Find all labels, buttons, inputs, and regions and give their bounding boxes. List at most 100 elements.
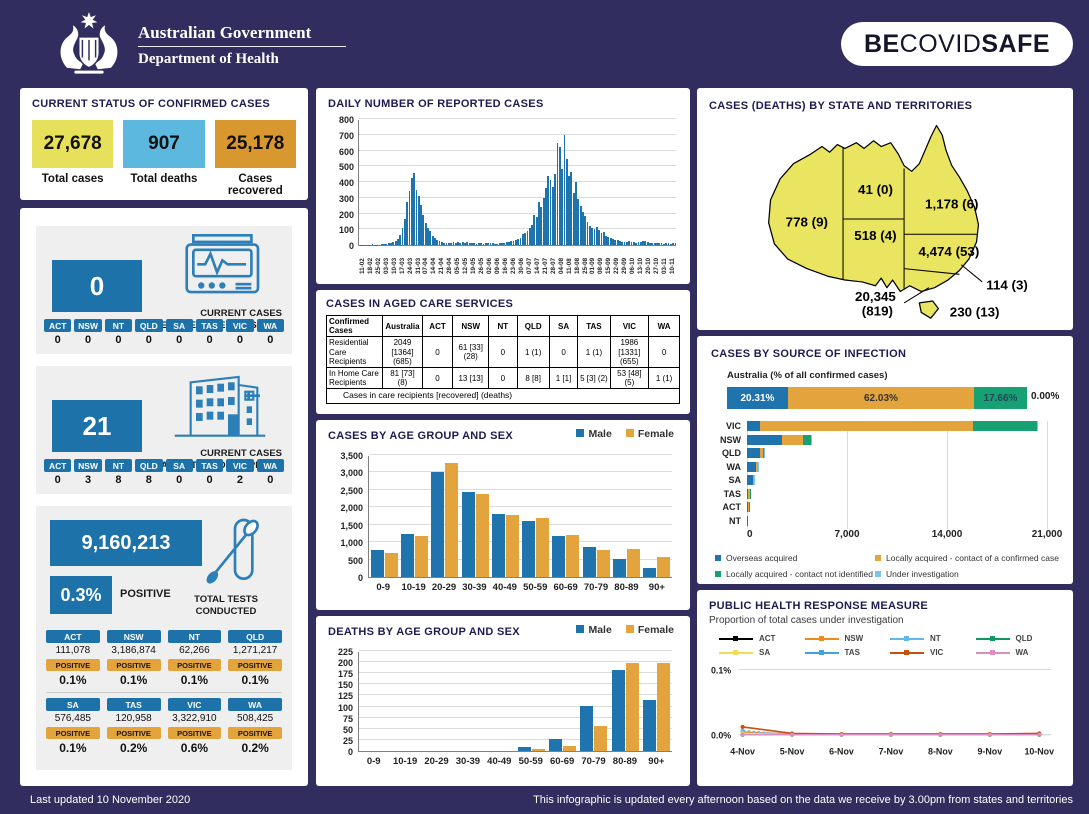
daily-bar [621,241,624,245]
grouped-ytick: 225 [337,647,353,657]
grouped-ytick: 75 [342,713,353,724]
daily-xtick: 03-11 [661,248,669,274]
xlabel-10-19: 10-19 [401,582,426,593]
group-80-89 [611,548,641,577]
icu-state-value-qld: 0 [145,334,152,346]
daily-bar [672,243,674,245]
tests-count-vic: 3,322,910 [172,713,217,724]
tests-label-line2: CONDUCTED [195,605,257,617]
daily-plot [358,118,677,246]
xlabel-30-39: 30-39 [462,582,487,593]
daily-xtick: 23-06 [510,248,518,274]
grouped-ytick: 100 [337,702,353,713]
tests-total: 9,160,213 [50,520,202,566]
daily-bar [482,243,485,245]
gridline [359,650,672,651]
response-legend-line-tas [804,649,839,655]
aged-care-cell-1-7: 53 [48] (5) [609,366,650,390]
daily-xtick: 20-10 [645,248,653,274]
aged-care-footnote: Cases in care recipients [recovered] (de… [326,388,680,405]
source-row-qld [747,448,1047,458]
deaths-by-age-title: DEATHS BY AGE GROUP AND SEX [328,626,520,638]
hospital-state-value-nsw: 3 [85,474,92,486]
daily-xtick-label: 08-09 [597,257,605,274]
daily-bar [623,241,626,245]
source-xtick-1: 7,000 [834,529,860,540]
bar-female-90+ [656,662,670,751]
daily-bar [669,243,672,245]
hospital-icon [174,375,266,437]
source-xtick-2: 14,000 [931,529,963,540]
hospital-state-value-wa: 0 [267,474,274,486]
grouped-ytick: 3,000 [340,468,363,479]
daily-xtick: 30-06 [518,248,526,274]
daily-bar [642,240,644,245]
tests-count-sa: 576,485 [54,713,91,724]
response-xtick-10-Nov: 10-Nov [1024,747,1054,757]
map-label-nt: 41 (0) [858,182,893,197]
positive-word: POSITIVE [120,588,171,600]
xlabel-0-9: 0-9 [366,756,381,767]
state-chip-tas: TAS [195,459,224,472]
state-chip-sa: SA [46,698,100,711]
daily-xtick-label: 14-04 [430,257,438,274]
tests-positive-sa: 0.1% [59,741,87,755]
icu-state-value-wa: 0 [267,334,274,346]
daily-bar [651,242,654,245]
gov-text-block: Australian Government Department of Heal… [138,23,346,68]
state-chip-wa: WA [256,319,284,332]
bar-female-50-59 [536,518,550,577]
daily-bar [468,243,471,245]
response-legend: ACT NSW NT QLD SA TAS VIC WA [719,634,1061,657]
total-cases-card: 27,678 Total cases [32,120,114,197]
daily-bar [517,239,520,245]
daily-bar [665,243,668,245]
response-legend-label-vic: VIC [930,648,944,657]
group-30-39 [460,491,490,577]
daily-xtick: 21-04 [438,248,447,274]
legend-swatch-male [576,625,585,633]
bar-female-50-59 [531,748,545,751]
gridline [359,716,672,718]
daily-bar [612,238,614,245]
current-status-panel: CURRENT STATUS OF CONFIRMED CASES 27,678… [20,88,308,200]
tests-cell-wa: WA 508,425 POSITIVE 0.2% [228,698,282,755]
bar-female-70-79 [596,549,610,577]
bar-male-60-69 [548,739,562,751]
daily-bar [378,244,381,245]
response-ytick-base: 0.0% [711,731,731,741]
daily-xtick: 29-09 [621,248,629,274]
daily-xtick-label: 10-03 [390,257,398,274]
gridline [359,165,676,167]
tests-label: TOTAL TESTS CONDUCTED [174,594,278,618]
hospital-card: 21 CURRENT CASES ADMITTED TO HOSPITALS A… [36,366,292,494]
aged-care-cell-0-6: 1 (1) [577,336,611,368]
daily-xtick-label: 18-08 [573,257,581,274]
source-row-wa [747,461,1047,472]
daily-bar [447,243,450,245]
aged-care-header-2: ACT [421,314,454,338]
tests-positive-wa: 0.2% [241,741,269,755]
hospital-state-value-act: 0 [54,474,61,486]
daily-ytick: 400 [338,178,354,188]
daily-bar [542,197,545,245]
icu-state-value-sa: 0 [176,334,183,346]
map-title: CASES (DEATHS) BY STATE AND TERRITORIES [709,100,973,112]
tests-count-act: 111,078 [55,645,91,656]
daily-bar [403,219,406,245]
source-rows [747,421,1047,529]
daily-xtick-label: 18-02 [366,257,374,274]
response-marker-wa-3 [888,732,894,737]
aged-care-header-1: Australia [382,314,423,338]
daily-bar [584,215,587,245]
response-legend-label-tas: TAS [844,648,860,657]
response-xtick-6-Nov: 6-Nov [829,747,854,757]
daily-bar [477,243,480,245]
daily-bar [561,169,563,245]
icu-state-value-nsw: 0 [85,334,92,346]
bar-female-20-29 [445,462,459,577]
source-gridline [1047,421,1048,529]
grouped-groups [359,652,672,751]
gridline [369,471,672,473]
source-row-label-vic: VIC [725,421,741,431]
